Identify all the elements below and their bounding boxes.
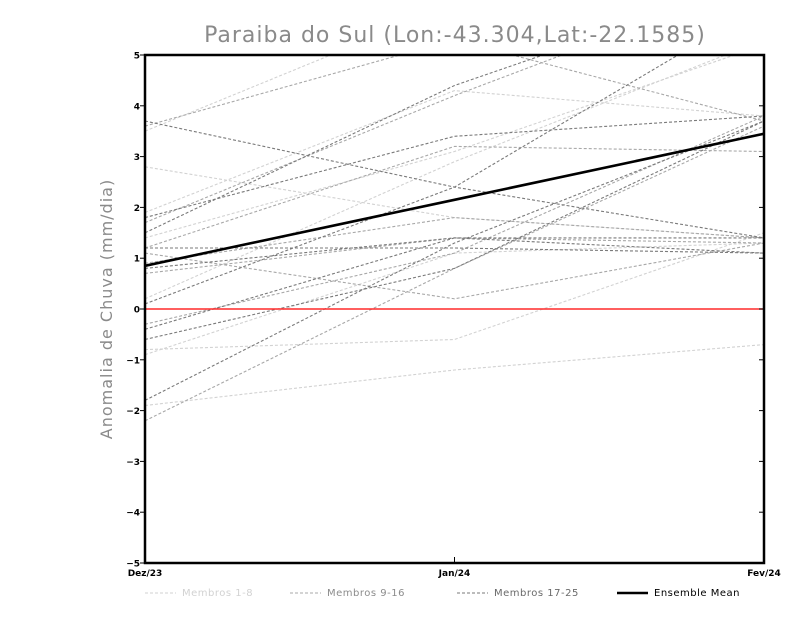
series-line-m2 (145, 166, 764, 239)
ensemble-mean-line (144, 132, 765, 268)
y-tick-label: 1 (134, 255, 140, 265)
series-line-m16 (145, 55, 764, 127)
series-line-m9 (145, 55, 564, 224)
x-tick-label: Fev/24 (747, 569, 781, 579)
series-line-m21 (145, 55, 545, 234)
series-line-m13 (145, 115, 764, 325)
series-line-m3 (145, 55, 737, 239)
legend-item-membros-17-25: Membros 17-25 (457, 588, 579, 599)
series-line-m4 (145, 232, 764, 351)
series-line-m18 (145, 55, 680, 305)
legend: Membros 1-8 Membros 9-16 Membros 17-25 E… (145, 588, 740, 599)
series-line-m14 (145, 125, 764, 422)
x-tick-label: Dez/23 (128, 569, 163, 579)
mean-layer (144, 132, 765, 268)
legend-label-1: Membros 1-8 (182, 588, 253, 599)
series-line-m5 (145, 344, 764, 407)
legend-item-membros-9-16: Membros 9-16 (290, 588, 405, 599)
y-tick-label: −5 (126, 560, 140, 570)
y-tick-label: 3 (134, 153, 140, 163)
series-line-m25 (145, 120, 764, 341)
series-line-m6 (145, 55, 727, 300)
legend-item-ensemble-mean: Ensemble Mean (617, 588, 740, 599)
legend-item-membros-1-8: Membros 1-8 (145, 588, 253, 599)
series-line-m20 (145, 247, 764, 254)
y-axis-label: Anomalia de Chuva (mm/dia) (97, 179, 116, 439)
series-line-m11 (145, 242, 764, 300)
y-tick-label: −2 (126, 407, 140, 417)
y-tick-label: −4 (126, 509, 140, 519)
x-tick-label: Jan/24 (438, 569, 471, 579)
chart-title: Paraiba do Sul (Lon:-43.304,Lat:-22.1585… (204, 23, 706, 48)
y-tick-label: −3 (126, 458, 140, 468)
series-line-m12 (145, 217, 764, 264)
y-tick-label: −1 (126, 356, 140, 366)
legend-label-4: Ensemble Mean (654, 588, 740, 599)
y-tick-label: 2 (134, 204, 140, 214)
legend-label-2: Membros 9-16 (327, 588, 405, 599)
series-line-m7 (145, 90, 764, 214)
y-tick-label: 5 (134, 52, 140, 62)
series-layer (145, 55, 764, 422)
series-line-m22 (145, 115, 764, 219)
legend-label-3: Membros 17-25 (494, 588, 579, 599)
series-line-m19 (145, 120, 764, 401)
series-line-m24 (145, 237, 764, 269)
series-line-m10 (145, 145, 764, 249)
y-tick-label: 4 (134, 102, 140, 112)
series-line-m1 (145, 55, 333, 132)
y-axis: −5 −4 −3 −2 −1 0 1 2 3 4 5 (126, 52, 764, 570)
x-axis: Dez/23 Jan/24 Fev/24 (128, 557, 781, 579)
y-tick-label: 0 (134, 306, 140, 316)
